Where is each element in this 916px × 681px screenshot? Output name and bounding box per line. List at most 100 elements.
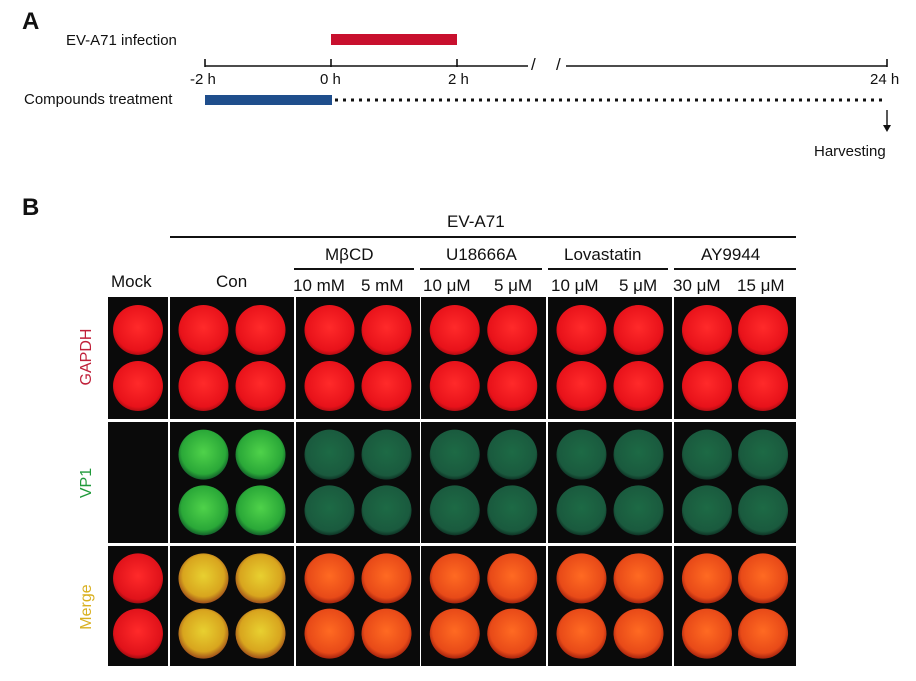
blot-well-merge — [681, 608, 732, 659]
blot-well-merge — [556, 608, 607, 659]
blot-well-vp1 — [681, 485, 732, 536]
blot-well-gapdh — [429, 361, 480, 412]
blot-well-vp1 — [304, 429, 355, 480]
blot-well-gapdh — [613, 361, 664, 412]
blot-well-gapdh — [304, 361, 355, 412]
blot-well-merge — [178, 553, 229, 604]
blot-well-gapdh — [487, 304, 538, 355]
blot-well-vp1 — [235, 485, 286, 536]
con-label: Con — [216, 272, 248, 291]
blot-well-merge — [429, 608, 480, 659]
blot-well-vp1 — [487, 485, 538, 536]
dose-lovastatin-2: 5 μM — [619, 276, 658, 295]
group-label-mbcd: MβCD — [325, 245, 374, 264]
blot-well-merge — [738, 553, 789, 604]
blot-well-vp1 — [487, 429, 538, 480]
blot-well-gapdh — [113, 304, 163, 355]
group-label-u18666a: U18666A — [446, 245, 517, 264]
blot-well-vp1 — [178, 429, 229, 480]
blot-well-vp1 — [738, 485, 789, 536]
blot-well-vp1 — [613, 485, 664, 536]
group-label-lovastatin: Lovastatin — [564, 245, 642, 264]
blot-panel-vp1 — [108, 422, 168, 543]
blot-well-merge — [429, 553, 480, 604]
blot-well-merge — [235, 608, 286, 659]
blot-well-vp1 — [361, 429, 412, 480]
blot-well-vp1 — [738, 429, 789, 480]
panel-b-letter: B — [22, 194, 40, 221]
dose-ay9944-2: 15 μM — [737, 276, 785, 295]
blot-well-gapdh — [738, 304, 789, 355]
virus-label: EV-A71 — [447, 212, 505, 231]
tick-label-2h: 2 h — [448, 71, 469, 88]
blot-well-merge — [113, 608, 163, 659]
blot-well-gapdh — [235, 361, 286, 412]
blot-well-vp1 — [556, 429, 607, 480]
tick-label-0h: 0 h — [320, 71, 341, 88]
harvest-label: Harvesting — [814, 143, 886, 160]
blot-well-gapdh — [487, 361, 538, 412]
blot-well-vp1 — [681, 429, 732, 480]
group-line-ay9944 — [674, 268, 796, 270]
blot-well-gapdh — [178, 304, 229, 355]
blot-well-gapdh — [361, 304, 412, 355]
blot-well-vp1 — [429, 485, 480, 536]
virus-bracket-line — [170, 236, 796, 238]
group-label-ay9944: AY9944 — [701, 245, 761, 264]
infection-bar — [331, 34, 457, 45]
tick-label-minus2h: -2 h — [190, 71, 216, 88]
mock-label: Mock — [111, 272, 152, 291]
blot-well-gapdh — [738, 361, 789, 412]
blot-well-merge — [487, 553, 538, 604]
harvest-arrow-head — [883, 125, 891, 132]
tick-label-24h: 24 h — [870, 71, 900, 88]
blot-well-gapdh — [178, 361, 229, 412]
group-line-lovastatin — [548, 268, 668, 270]
blot-well-merge — [361, 553, 412, 604]
blot-well-gapdh — [681, 304, 732, 355]
blot-well-merge — [304, 608, 355, 659]
dose-mbcd-2: 5 mM — [361, 276, 404, 295]
blot-well-gapdh — [235, 304, 286, 355]
dose-lovastatin-1: 10 μM — [551, 276, 599, 295]
blot-well-merge — [235, 553, 286, 604]
blot-well-vp1 — [613, 429, 664, 480]
group-line-u18666a — [420, 268, 542, 270]
blot-well-gapdh — [681, 361, 732, 412]
dose-u18666a-1: 10 μM — [423, 276, 471, 295]
dose-mbcd-1: 10 mM — [293, 276, 345, 295]
blot-well-merge — [738, 608, 789, 659]
blot-well-vp1 — [235, 429, 286, 480]
blot-well-gapdh — [613, 304, 664, 355]
blot-well-merge — [487, 608, 538, 659]
blot-well-vp1 — [429, 429, 480, 480]
blot-well-merge — [556, 553, 607, 604]
axis-break-left: / — [531, 55, 536, 74]
axis-break-right: / — [556, 55, 561, 74]
blot-well-gapdh — [556, 304, 607, 355]
dose-ay9944-1: 30 μM — [673, 276, 721, 295]
blot-well-merge — [304, 553, 355, 604]
blot-well-gapdh — [361, 361, 412, 412]
timeline-diagram — [204, 34, 891, 132]
blot-well-gapdh — [556, 361, 607, 412]
blot-well-merge — [178, 608, 229, 659]
blot-well-merge — [613, 553, 664, 604]
dose-u18666a-2: 5 μM — [494, 276, 533, 295]
blot-well-vp1 — [556, 485, 607, 536]
blot-well-vp1 — [361, 485, 412, 536]
infection-label: EV-A71 infection — [66, 32, 177, 49]
blot-well-merge — [681, 553, 732, 604]
group-line-mbcd — [294, 268, 414, 270]
blot-well-vp1 — [178, 485, 229, 536]
treatment-label: Compounds treatment — [24, 91, 173, 108]
blot-well-merge — [113, 553, 163, 604]
blot-well-gapdh — [113, 361, 163, 412]
blot-well-gapdh — [429, 304, 480, 355]
treatment-bar — [205, 95, 332, 105]
blot-well-vp1 — [304, 485, 355, 536]
blot-well-merge — [361, 608, 412, 659]
blot-well-merge — [613, 608, 664, 659]
